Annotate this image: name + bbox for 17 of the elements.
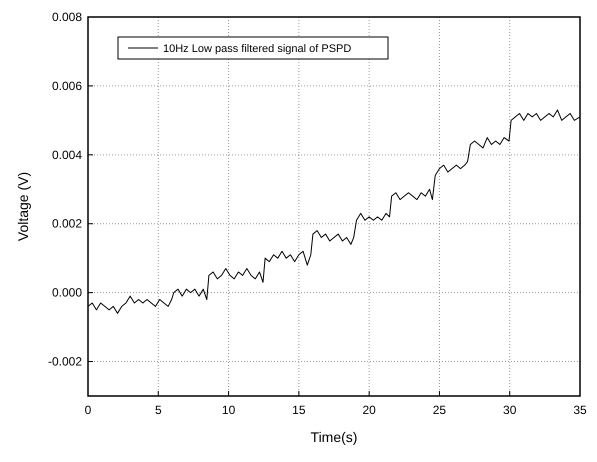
x-tick-label: 30 [503,403,517,417]
x-tick-label: 20 [362,403,376,417]
y-axis-title: Voltage (V) [15,172,31,242]
x-tick-label: 10 [222,403,236,417]
x-axis-title: Time(s) [310,429,358,445]
x-tick-label: 35 [573,403,587,417]
x-tick-label: 0 [84,403,92,417]
x-tick-label: 5 [154,403,162,417]
legend-label: 10Hz Low pass filtered signal of PSPD [163,43,352,55]
x-tick-label: 15 [292,403,306,417]
y-tick-label: 0.006 [52,78,82,93]
x-tick-label: 25 [432,403,446,417]
y-tick-label: 0.000 [52,286,82,300]
y-tick-label: 0.004 [52,148,82,162]
y-tick-label: -0.002 [48,354,82,369]
y-tick-label: 0.002 [52,216,82,231]
y-tick-label: 0.008 [52,10,82,24]
